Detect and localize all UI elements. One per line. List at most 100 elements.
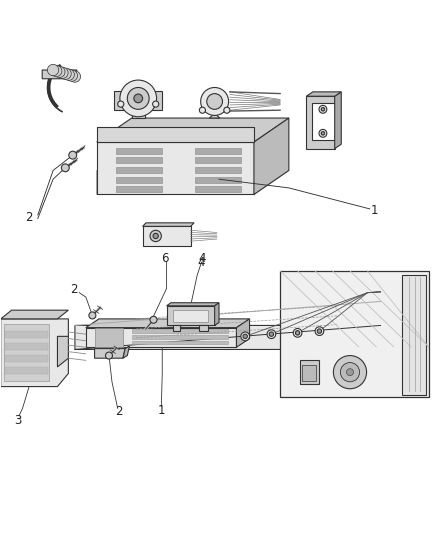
Circle shape [120,80,156,117]
Circle shape [50,65,62,77]
Polygon shape [97,118,289,142]
Polygon shape [123,346,130,358]
Polygon shape [95,328,123,348]
Circle shape [224,107,230,113]
Circle shape [89,312,96,319]
Circle shape [150,230,161,241]
Circle shape [315,327,324,335]
Polygon shape [117,176,162,183]
Polygon shape [5,343,48,350]
Circle shape [69,71,81,82]
Polygon shape [86,319,250,328]
Polygon shape [173,326,180,330]
Polygon shape [75,326,381,350]
Text: 2: 2 [71,283,78,296]
Circle shape [321,132,325,135]
Circle shape [241,332,250,341]
Polygon shape [335,92,341,149]
Circle shape [127,87,149,109]
Text: 3: 3 [14,414,22,427]
Polygon shape [143,227,191,246]
Text: 4: 4 [199,252,206,265]
Circle shape [319,106,327,113]
Circle shape [199,107,205,113]
Circle shape [63,69,74,80]
Text: 2: 2 [25,211,33,224]
Polygon shape [237,319,250,348]
Text: 6: 6 [162,252,169,265]
Polygon shape [57,336,68,367]
Polygon shape [132,110,145,118]
Circle shape [106,352,113,359]
Circle shape [61,164,69,172]
Circle shape [293,328,302,337]
Polygon shape [5,355,48,362]
Circle shape [153,233,158,239]
Polygon shape [195,157,241,164]
Circle shape [321,108,325,111]
Polygon shape [1,310,68,319]
Circle shape [295,330,300,335]
Polygon shape [300,360,319,384]
Circle shape [69,151,77,159]
Polygon shape [117,157,162,164]
Polygon shape [306,92,341,96]
Polygon shape [97,127,254,142]
Text: 1: 1 [371,204,378,217]
Polygon shape [132,341,228,344]
Circle shape [201,87,229,116]
Circle shape [340,362,360,382]
Polygon shape [95,349,125,358]
Polygon shape [97,171,289,195]
Polygon shape [117,167,162,173]
Polygon shape [254,118,289,195]
Polygon shape [166,306,215,326]
Circle shape [319,130,327,138]
Polygon shape [195,176,241,183]
Circle shape [118,101,124,107]
Polygon shape [302,365,316,381]
Circle shape [207,94,223,109]
Polygon shape [4,324,49,381]
Circle shape [66,70,78,82]
Circle shape [57,67,68,78]
Polygon shape [117,148,162,154]
Polygon shape [143,223,194,227]
Polygon shape [173,310,208,322]
Polygon shape [306,96,335,149]
Polygon shape [195,186,241,192]
Polygon shape [132,329,228,333]
Polygon shape [5,367,48,374]
Polygon shape [86,328,237,348]
Polygon shape [117,186,162,192]
Polygon shape [195,167,241,173]
Polygon shape [195,148,241,154]
Circle shape [267,330,276,338]
Polygon shape [209,111,220,118]
Circle shape [269,332,274,336]
Polygon shape [132,335,228,338]
Circle shape [333,356,367,389]
Text: 1: 1 [158,404,165,417]
Text: 2: 2 [115,405,122,418]
Polygon shape [215,303,219,326]
Circle shape [346,369,353,376]
Polygon shape [5,330,48,338]
Polygon shape [42,70,77,79]
Polygon shape [280,271,428,398]
Polygon shape [97,142,254,195]
Circle shape [150,316,157,323]
Polygon shape [199,326,208,330]
Circle shape [134,94,143,103]
Circle shape [47,64,59,76]
Circle shape [53,66,65,78]
Text: 4: 4 [198,256,205,269]
Polygon shape [114,91,162,110]
Circle shape [60,68,71,79]
Circle shape [243,334,247,338]
Polygon shape [1,319,68,386]
Circle shape [152,101,159,107]
Polygon shape [166,303,219,306]
Circle shape [317,329,321,333]
Polygon shape [403,275,426,395]
